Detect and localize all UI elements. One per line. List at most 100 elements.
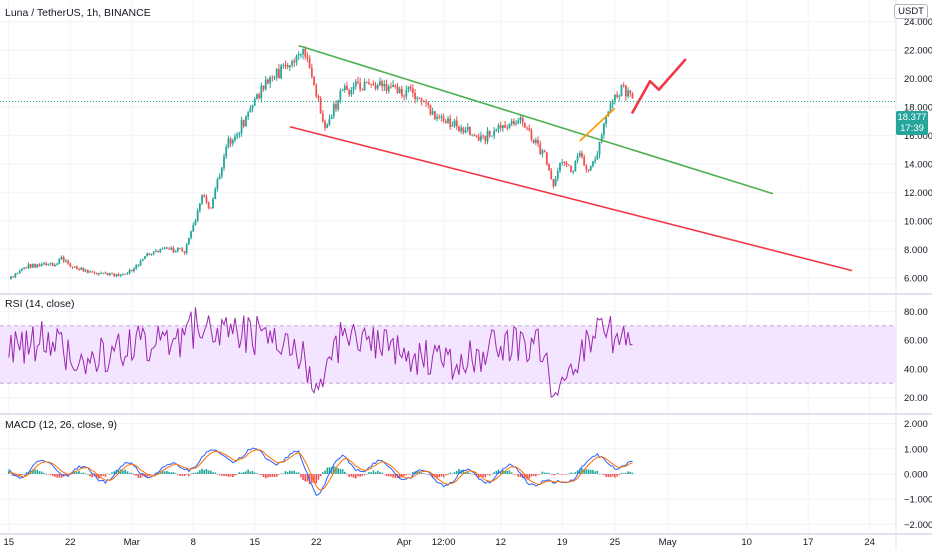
macd-histogram-bar xyxy=(473,474,476,476)
candle-up xyxy=(198,203,201,211)
candle-down xyxy=(203,195,206,197)
macd-histogram-bar xyxy=(311,474,313,483)
candle-down xyxy=(183,251,186,253)
macd-histogram-bar xyxy=(376,470,379,474)
macd-histogram-bar xyxy=(111,472,113,474)
candle-down xyxy=(205,196,208,203)
candle-down xyxy=(321,113,324,122)
candle-down xyxy=(458,126,460,132)
macd-histogram-bar xyxy=(322,472,324,474)
candle-up xyxy=(133,268,135,272)
price-axis-label: 8.000 xyxy=(904,245,928,256)
candle-down xyxy=(622,84,625,86)
candle-up xyxy=(447,118,449,123)
candle-up xyxy=(594,159,597,162)
macd-histogram-bar xyxy=(346,473,348,475)
macd-histogram-bar xyxy=(447,474,449,475)
macd-histogram-bar xyxy=(609,474,612,478)
candle-down xyxy=(482,135,485,137)
time-axis-label: 15 xyxy=(249,537,260,548)
candle-up xyxy=(398,88,401,93)
candle-up xyxy=(108,273,111,276)
candle-down xyxy=(583,156,586,166)
macd-histogram-bar xyxy=(620,473,623,474)
time-axis-label: 25 xyxy=(610,537,621,548)
candle-down xyxy=(563,161,566,163)
macd-histogram-bar xyxy=(256,473,258,474)
macd-histogram-bar xyxy=(14,474,17,476)
candle-down xyxy=(400,88,403,96)
candle-down xyxy=(313,76,315,86)
macd-histogram-bar xyxy=(471,474,473,475)
macd-histogram-bar xyxy=(535,474,537,477)
macd-histogram-bar xyxy=(600,473,603,475)
macd-histogram-bar xyxy=(319,474,322,477)
macd-histogram-bar xyxy=(102,474,105,476)
candle-down xyxy=(469,126,471,135)
time-axis-label: 22 xyxy=(65,537,76,548)
macd-histogram-bar xyxy=(482,474,484,478)
candle-up xyxy=(58,258,61,264)
candle-down xyxy=(324,121,326,128)
candle-up xyxy=(174,250,177,253)
candle-down xyxy=(390,86,392,88)
time-axis-label: 19 xyxy=(557,537,568,548)
candle-down xyxy=(310,67,313,77)
candle-down xyxy=(506,127,509,129)
macd-histogram-bar xyxy=(625,472,627,474)
breakout-line xyxy=(579,107,616,142)
candle-down xyxy=(86,270,89,273)
macd-histogram-bar xyxy=(372,470,375,474)
candle-up xyxy=(84,270,87,272)
macd-histogram-bar xyxy=(240,472,243,474)
candle-up xyxy=(578,152,581,157)
candle-down xyxy=(12,276,15,278)
macd-histogram-bar xyxy=(596,470,599,474)
macd-histogram-bar xyxy=(262,474,265,477)
macd-histogram-bar xyxy=(231,474,234,478)
macd-histogram-bar xyxy=(598,474,601,475)
candle-up xyxy=(190,231,192,238)
macd-histogram-bar xyxy=(289,470,291,474)
macd-histogram-bar xyxy=(449,472,451,474)
macd-histogram-bar xyxy=(51,474,54,476)
macd-histogram-bar xyxy=(93,474,96,477)
macd-histogram-bar xyxy=(519,474,522,478)
candle-up xyxy=(40,264,43,266)
macd-histogram-bar xyxy=(18,474,21,477)
price-axis-label: 10.000 xyxy=(904,216,932,227)
candle-down xyxy=(359,82,362,90)
macd-histogram-bar xyxy=(405,474,408,476)
candle-down xyxy=(381,81,384,87)
candle-up xyxy=(176,247,179,251)
macd-histogram-bar xyxy=(245,471,247,474)
macd-histogram-bar xyxy=(190,473,192,474)
candle-down xyxy=(420,98,423,101)
macd-axis-label: −2.000 xyxy=(904,520,932,531)
currency-badge[interactable]: USDT xyxy=(894,4,928,19)
macd-histogram-bar xyxy=(578,468,581,474)
macd-histogram-bar xyxy=(139,474,142,479)
candle-up xyxy=(280,65,282,79)
macd-histogram-bar xyxy=(425,473,427,475)
candle-up xyxy=(464,130,467,133)
macd-histogram-bar xyxy=(576,470,579,474)
macd-histogram-bar xyxy=(563,474,566,475)
candle-down xyxy=(357,81,359,83)
candle-down xyxy=(348,90,351,95)
candle-down xyxy=(315,85,318,96)
candle-down xyxy=(271,77,274,79)
macd-histogram-bar xyxy=(21,474,23,476)
time-axis-label: 15 xyxy=(3,537,14,548)
candle-down xyxy=(427,102,430,105)
candle-up xyxy=(350,90,353,95)
candle-up xyxy=(73,266,76,268)
candle-up xyxy=(576,156,579,162)
candle-up xyxy=(611,100,614,105)
macd-histogram-bar xyxy=(282,473,285,475)
candle-down xyxy=(565,162,568,165)
candle-up xyxy=(330,116,333,120)
candle-up xyxy=(18,270,21,274)
